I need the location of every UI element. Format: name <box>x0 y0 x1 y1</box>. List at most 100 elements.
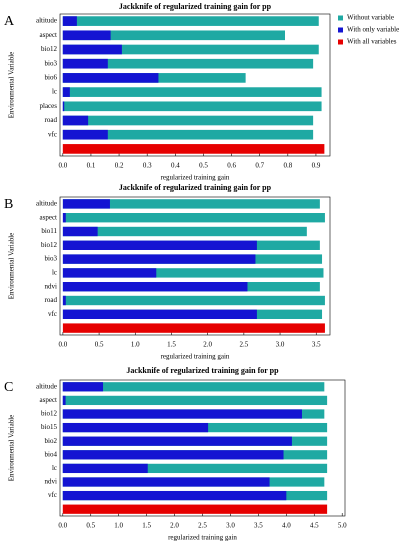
x-tick-label: 3.0 <box>276 341 285 349</box>
y-tick-label: lc <box>52 464 57 472</box>
bar <box>62 295 66 306</box>
bar <box>62 282 248 292</box>
bar <box>62 16 77 26</box>
x-tick-label: 1.0 <box>114 522 123 530</box>
bar <box>62 268 157 278</box>
y-tick-label: lc <box>52 269 57 277</box>
x-axis-label: regularized training gain <box>161 353 230 361</box>
bar <box>62 115 314 126</box>
bar <box>62 240 257 250</box>
bar <box>62 58 314 69</box>
y-tick-label: bio12 <box>41 45 57 53</box>
bar <box>62 44 122 55</box>
y-tick-label: ndvi <box>45 478 58 486</box>
bar <box>62 422 209 433</box>
x-tick-label: 0.5 <box>95 341 104 349</box>
legend-label: With all variables <box>347 38 397 46</box>
bar <box>62 101 65 112</box>
y-tick-label: bio12 <box>41 241 57 249</box>
x-tick-label: 3.5 <box>312 341 321 349</box>
y-tick-label: places <box>40 102 58 110</box>
legend-swatch <box>338 39 343 45</box>
y-tick-label: vfc <box>48 130 57 138</box>
bar <box>62 477 270 487</box>
legend-swatch <box>338 15 343 21</box>
bar <box>62 382 325 392</box>
bar <box>62 309 257 319</box>
legend-label: Without variable <box>347 14 394 22</box>
legend-swatch <box>338 27 343 33</box>
bar <box>62 463 328 474</box>
x-tick-label: 1.5 <box>142 522 151 530</box>
x-tick-label: 2.0 <box>170 522 179 530</box>
bar <box>62 504 328 514</box>
chart-title: Jackknife of regularized training gain f… <box>119 183 272 192</box>
x-tick-label: 1.0 <box>131 341 140 349</box>
bar <box>62 87 70 97</box>
y-tick-label: vfc <box>48 491 57 499</box>
bar <box>62 199 110 209</box>
y-tick-label: road <box>45 296 58 304</box>
bar <box>62 213 66 223</box>
y-tick-label: bio15 <box>41 423 57 431</box>
panel-label: A <box>4 14 15 29</box>
bar <box>62 115 89 126</box>
bar <box>62 490 287 501</box>
y-tick-label: road <box>45 116 58 124</box>
bar <box>62 254 256 264</box>
bar <box>62 129 314 140</box>
x-tick-label: 0.6 <box>227 162 236 170</box>
x-axis-label: regularized training gain <box>161 174 230 182</box>
x-tick-label: 0.9 <box>312 162 321 170</box>
x-tick-label: 2.0 <box>203 341 212 349</box>
bar <box>62 44 319 55</box>
bar <box>62 436 292 446</box>
bar <box>62 226 98 237</box>
bar <box>62 129 108 140</box>
chart-title: Jackknife of regularized training gain f… <box>119 2 272 11</box>
x-tick-label: 0.5 <box>86 522 95 530</box>
bar <box>62 30 285 41</box>
x-tick-label: 2.5 <box>198 522 207 530</box>
bar <box>62 295 325 306</box>
bar <box>62 226 307 237</box>
x-tick-label: 0.7 <box>255 162 264 170</box>
panel-label: C <box>4 380 13 395</box>
x-tick-label: 3.0 <box>226 522 235 530</box>
y-tick-label: vfc <box>48 310 57 318</box>
x-tick-label: 3.5 <box>254 522 263 530</box>
bar <box>62 409 302 419</box>
y-tick-label: bio3 <box>45 255 58 263</box>
bar <box>62 395 328 406</box>
y-tick-label: bio6 <box>45 74 58 82</box>
bar <box>62 463 148 474</box>
y-tick-label: aspect <box>40 396 58 404</box>
panel-label: B <box>4 197 13 212</box>
x-tick-label: 5.0 <box>338 522 347 530</box>
y-tick-label: bio11 <box>41 227 57 235</box>
legend-label: With only variable <box>347 26 399 34</box>
x-tick-label: 0.2 <box>115 162 124 170</box>
y-axis-label: Environmental Variable <box>8 52 16 119</box>
y-tick-label: altitude <box>36 382 57 390</box>
bar <box>62 395 66 406</box>
x-tick-label: 0.4 <box>171 162 180 170</box>
y-tick-label: altitude <box>36 17 57 25</box>
bar <box>62 58 108 69</box>
x-tick-label: 0.0 <box>58 162 67 170</box>
y-tick-label: bio12 <box>41 410 57 418</box>
bar <box>62 323 325 333</box>
y-tick-label: lc <box>52 88 57 96</box>
bar <box>62 101 322 112</box>
x-tick-label: 1.5 <box>167 341 176 349</box>
x-tick-label: 4.0 <box>282 522 291 530</box>
bar <box>62 382 104 392</box>
bar <box>62 30 111 41</box>
bar <box>62 450 284 460</box>
bar <box>62 199 320 209</box>
x-tick-label: 2.5 <box>239 341 248 349</box>
chart-title: Jackknife of regularized training gain f… <box>126 366 279 375</box>
bar <box>62 213 325 223</box>
y-tick-label: bio4 <box>45 450 58 458</box>
